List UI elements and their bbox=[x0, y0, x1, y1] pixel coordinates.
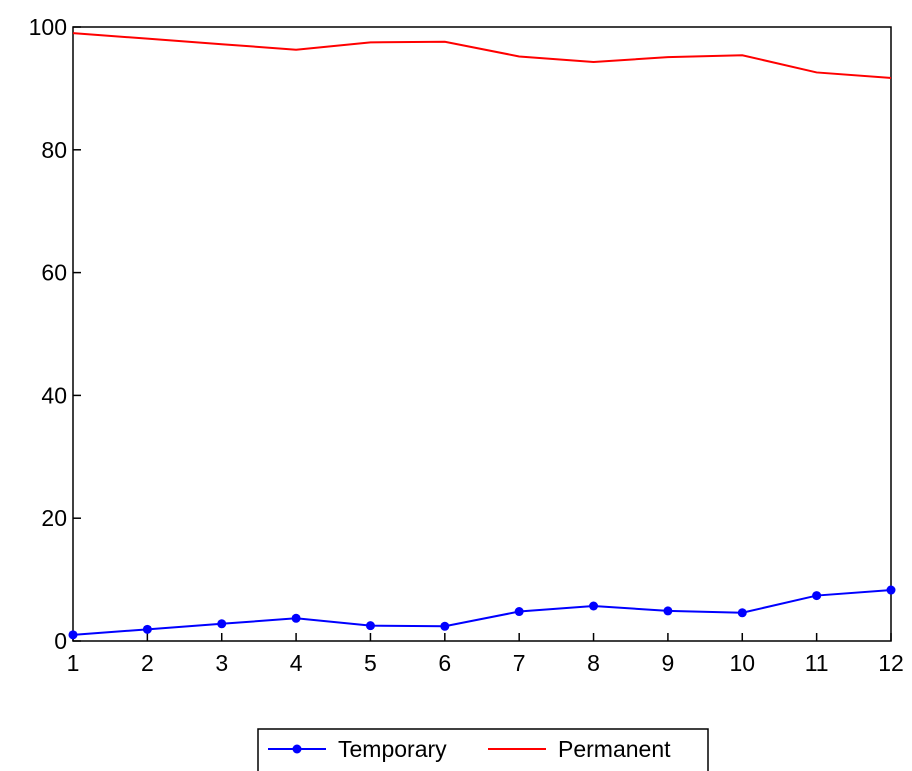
data-point-temporary bbox=[217, 619, 227, 629]
series-line-permanent bbox=[72, 32, 892, 79]
data-point-temporary bbox=[812, 591, 822, 601]
data-point-temporary bbox=[663, 606, 673, 616]
plot-frame bbox=[72, 26, 892, 642]
x-tick-label: 10 bbox=[729, 650, 755, 676]
y-tick-label: 20 bbox=[41, 505, 67, 531]
x-tick-label: 12 bbox=[878, 650, 904, 676]
data-point-temporary bbox=[68, 630, 78, 640]
y-tick-label: 80 bbox=[41, 137, 67, 163]
series-temporary bbox=[68, 585, 896, 640]
x-tick-label: 4 bbox=[290, 650, 303, 676]
data-point-temporary bbox=[737, 608, 747, 618]
y-axis: 0 20 40 60 80 100 bbox=[29, 14, 81, 654]
data-point-temporary bbox=[291, 613, 301, 623]
x-tick-label: 7 bbox=[513, 650, 526, 676]
legend-marker-temporary bbox=[292, 744, 302, 754]
legend-box bbox=[257, 728, 709, 771]
legend-label-temporary: Temporary bbox=[338, 736, 447, 762]
x-tick-label: 2 bbox=[141, 650, 154, 676]
data-point-temporary bbox=[886, 585, 896, 595]
x-tick-label: 9 bbox=[662, 650, 675, 676]
x-tick-label: 11 bbox=[805, 650, 829, 676]
data-point-temporary bbox=[365, 621, 375, 631]
y-tick-label: 40 bbox=[41, 382, 67, 408]
x-tick-label: 3 bbox=[215, 650, 228, 676]
series-layer bbox=[68, 32, 896, 640]
data-point-temporary bbox=[589, 601, 599, 611]
legend: Temporary Permanent bbox=[257, 728, 709, 771]
x-axis: 1 2 3 4 5 6 7 8 9 10 11 12 bbox=[67, 633, 904, 676]
x-tick-label: 5 bbox=[364, 650, 377, 676]
series-permanent bbox=[72, 32, 892, 79]
x-tick-label: 8 bbox=[587, 650, 600, 676]
legend-label-permanent: Permanent bbox=[558, 736, 671, 762]
y-tick-label: 0 bbox=[54, 628, 67, 654]
x-tick-label: 1 bbox=[67, 650, 80, 676]
data-point-temporary bbox=[440, 621, 450, 631]
x-tick-label: 6 bbox=[438, 650, 451, 676]
y-tick-label: 100 bbox=[29, 14, 67, 40]
data-point-temporary bbox=[514, 607, 524, 617]
series-line-temporary bbox=[72, 589, 892, 636]
y-tick-label: 60 bbox=[41, 260, 67, 286]
data-point-temporary bbox=[142, 624, 152, 634]
